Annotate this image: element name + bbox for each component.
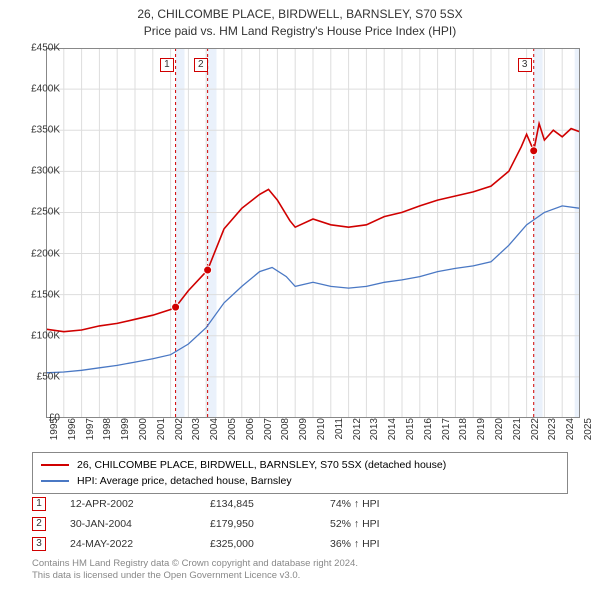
x-tick-label: 2018 [458,418,469,448]
x-tick-label: 2012 [352,418,363,448]
sale-pct: 52% ↑ HPI [330,518,450,530]
sale-row-marker: 3 [32,537,46,551]
y-tick-label: £50K [10,371,60,382]
chart-container: 26, CHILCOMBE PLACE, BIRDWELL, BARNSLEY,… [0,0,600,590]
x-tick-label: 1999 [120,418,131,448]
y-tick-label: £250K [10,207,60,218]
sale-pct: 36% ↑ HPI [330,538,450,550]
sale-price: £134,845 [210,498,330,510]
sale-marker-box: 2 [194,58,208,72]
footer-line2: This data is licensed under the Open Gov… [32,570,358,582]
x-tick-label: 1996 [67,418,78,448]
sale-price: £325,000 [210,538,330,550]
legend-row: 26, CHILCOMBE PLACE, BIRDWELL, BARNSLEY,… [41,457,559,473]
sale-date: 12-APR-2002 [70,498,210,510]
footer-line1: Contains HM Land Registry data © Crown c… [32,558,358,570]
x-tick-label: 2003 [191,418,202,448]
x-tick-label: 2021 [512,418,523,448]
legend-row: HPI: Average price, detached house, Barn… [41,473,559,489]
sale-row: 3 24-MAY-2022£325,00036% ↑ HPI [32,534,450,554]
sale-date: 24-MAY-2022 [70,538,210,550]
y-tick-label: £100K [10,330,60,341]
x-tick-label: 2020 [494,418,505,448]
sale-row: 2 30-JAN-2004£179,95052% ↑ HPI [32,514,450,534]
legend-box: 26, CHILCOMBE PLACE, BIRDWELL, BARNSLEY,… [32,452,568,494]
legend-swatch [41,480,69,482]
x-tick-label: 2011 [334,418,345,448]
title-line2: Price paid vs. HM Land Registry's House … [0,23,600,40]
sale-marker-box: 1 [160,58,174,72]
y-tick-label: £200K [10,248,60,259]
legend-swatch [41,464,69,466]
x-tick-label: 2002 [174,418,185,448]
legend-label: 26, CHILCOMBE PLACE, BIRDWELL, BARNSLEY,… [77,459,446,471]
y-tick-label: £450K [10,43,60,54]
sale-price: £179,950 [210,518,330,530]
x-tick-label: 1995 [49,418,60,448]
y-tick-label: £400K [10,84,60,95]
sale-pct: 74% ↑ HPI [330,498,450,510]
sale-marker-box: 3 [518,58,532,72]
legend-label: HPI: Average price, detached house, Barn… [77,475,292,487]
chart-area [46,48,580,418]
x-tick-label: 2010 [316,418,327,448]
sale-row-marker: 2 [32,517,46,531]
chart-svg [46,48,580,418]
sale-row: 1 12-APR-2002£134,84574% ↑ HPI [32,494,450,514]
sales-table: 1 12-APR-2002£134,84574% ↑ HPI 2 30-JAN-200… [32,494,450,554]
y-tick-label: £150K [10,289,60,300]
sale-date: 30-JAN-2004 [70,518,210,530]
x-tick-label: 2013 [369,418,380,448]
x-tick-label: 2024 [565,418,576,448]
x-tick-label: 2017 [441,418,452,448]
x-tick-label: 2019 [476,418,487,448]
title-block: 26, CHILCOMBE PLACE, BIRDWELL, BARNSLEY,… [0,0,600,40]
footer: Contains HM Land Registry data © Crown c… [32,558,358,583]
x-tick-label: 2001 [156,418,167,448]
x-tick-label: 2015 [405,418,416,448]
x-tick-label: 1998 [102,418,113,448]
x-tick-label: 2023 [547,418,558,448]
x-tick-label: 2014 [387,418,398,448]
x-tick-label: 2016 [423,418,434,448]
x-tick-label: 2006 [245,418,256,448]
x-tick-label: 1997 [85,418,96,448]
x-tick-label: 2007 [263,418,274,448]
x-tick-label: 2004 [209,418,220,448]
title-line1: 26, CHILCOMBE PLACE, BIRDWELL, BARNSLEY,… [0,6,600,23]
x-tick-label: 2008 [280,418,291,448]
y-tick-label: £350K [10,125,60,136]
x-tick-label: 2000 [138,418,149,448]
x-tick-label: 2009 [298,418,309,448]
sale-row-marker: 1 [32,497,46,511]
x-tick-label: 2022 [530,418,541,448]
y-tick-label: £300K [10,166,60,177]
x-tick-label: 2005 [227,418,238,448]
x-tick-label: 2025 [583,418,594,448]
